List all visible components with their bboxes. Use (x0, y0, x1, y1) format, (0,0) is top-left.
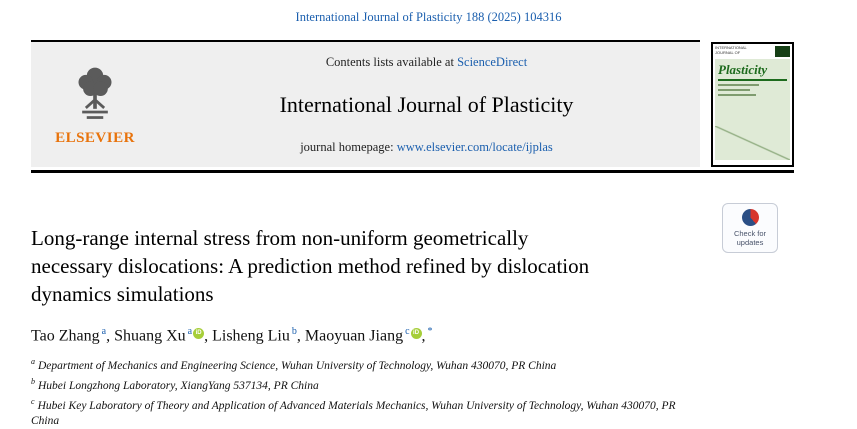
affiliation-text: Department of Mechanics and Engineering … (38, 359, 557, 372)
affiliation-sup: c (31, 396, 35, 406)
article-title-line: Long-range internal stress from non-unif… (31, 226, 529, 250)
cover-decoration-line (718, 89, 750, 91)
author-name: Maoyuan Jiang (304, 327, 404, 345)
orcid-icon[interactable]: iD (193, 327, 205, 339)
affiliation-text: Hubei Longzhong Laboratory, XiangYang 53… (38, 379, 319, 392)
cover-body: Plasticity (715, 59, 790, 160)
cover-journal-title: Plasticity (718, 62, 768, 77)
author-line: Tao Zhang a, Shuang Xu a iD, Lisheng Liu b, … (31, 326, 433, 345)
author-separator: , (204, 327, 213, 345)
cover-rule (718, 79, 787, 81)
affiliation-sup: b (31, 376, 35, 386)
affiliations-block: a Department of Mechanics and Engineering… (31, 354, 695, 429)
journal-homepage-link[interactable]: www.elsevier.com/locate/ijplas (396, 140, 553, 154)
author-separator: , (421, 327, 426, 345)
journal-header-banner: ELSEVIER Contents lists available at Sci… (31, 42, 700, 167)
author-affiliation-link[interactable]: a (101, 326, 107, 337)
crossmark-logo-icon (741, 209, 759, 226)
cover-top-text: INTERNATIONAL JOURNAL OF (715, 45, 747, 55)
elsevier-logo: ELSEVIER (31, 63, 159, 147)
cover-barcode (775, 46, 790, 57)
elsevier-wordmark: ELSEVIER (55, 129, 135, 146)
banner-center: Contents lists available at ScienceDirec… (159, 42, 700, 167)
article-title-line: necessary dislocations: A prediction met… (31, 254, 590, 278)
author-affiliation-link[interactable]: c (405, 326, 410, 337)
article-title-line: dynamics simulations (31, 282, 214, 306)
orcid-icon[interactable]: iD (410, 327, 422, 339)
author-separator: , (106, 327, 115, 345)
homepage-line: journal homepage: www.elsevier.com/locat… (300, 140, 553, 155)
orcid-id-glyph: iD (195, 330, 202, 336)
affiliation: c Hubei Key Laboratory of Theory and Appl… (31, 394, 695, 429)
cover-decoration-line (718, 94, 756, 96)
journal-cover-thumbnail: INTERNATIONAL JOURNAL OF Plasticity (711, 42, 794, 167)
author-name: Lisheng Liu (212, 327, 290, 345)
header-bottom-rule (31, 170, 794, 173)
sciencedirect-link[interactable]: ScienceDirect (457, 55, 528, 69)
affiliation: a Department of Mechanics and Engineering… (31, 354, 695, 374)
check-badge-label-line2: updates (736, 238, 764, 247)
affiliation: b Hubei Longzhong Laboratory, XiangYang 5… (31, 374, 695, 394)
check-badge-label: Check for updates (734, 229, 766, 247)
author-name: Tao Zhang (31, 327, 100, 345)
cover-decoration-line (718, 84, 760, 86)
author-affiliation-link[interactable]: b (291, 326, 297, 337)
author-name: Shuang Xu (114, 327, 186, 345)
journal-citation-link[interactable]: International Journal of Plasticity 188 … (295, 10, 562, 24)
author-separator: , (296, 327, 305, 345)
article-title: Long-range internal stress from non-unif… (31, 224, 721, 308)
cover-diagonal-decoration (715, 126, 790, 160)
homepage-prefix: journal homepage: (300, 140, 397, 154)
orcid-id-glyph: iD (413, 330, 420, 336)
elsevier-tree-icon (78, 67, 112, 119)
cover-top-strip: INTERNATIONAL JOURNAL OF (715, 45, 790, 57)
corresponding-author-asterisk[interactable]: * (427, 326, 433, 337)
affiliation-text: Hubei Key Laboratory of Theory and Appli… (31, 399, 676, 428)
check-badge-label-line1: Check for (733, 229, 767, 238)
author-affiliation-link[interactable]: a (187, 326, 193, 337)
header-top-rule (31, 40, 700, 42)
check-for-updates-badge[interactable]: Check for updates (722, 203, 778, 253)
contents-prefix: Contents lists available at (325, 55, 458, 69)
contents-line: Contents lists available at ScienceDirec… (326, 55, 527, 70)
affiliation-sup: a (31, 357, 35, 366)
journal-title: International Journal of Plasticity (279, 92, 574, 117)
